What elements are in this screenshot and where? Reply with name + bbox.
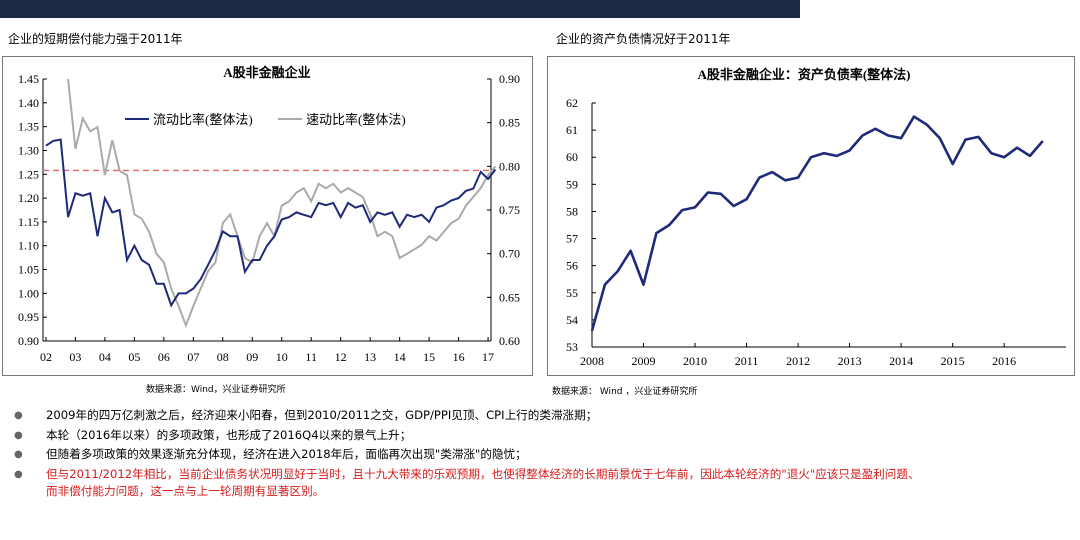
left-source-note: 数据来源：Wind，兴业证券研究所 [146, 385, 286, 395]
left-y-tick-label: 0.95 [18, 310, 39, 324]
bullet-dot: ● [14, 410, 23, 421]
y-tick-label: 54 [566, 313, 578, 327]
right-y-tick-label: 0.90 [499, 72, 520, 86]
series-line-current-ratio [45, 138, 497, 308]
left-section-title: 企业的短期偿付能力强于2011年 [8, 32, 183, 46]
bullet-dot: ● [14, 468, 23, 480]
right-y-tick-label: 0.80 [499, 159, 520, 173]
x-tick-label: 12 [335, 350, 347, 364]
right-source-note: 数据来源： Wind ，兴业证券研究所 [552, 387, 698, 397]
x-tick-label: 2016 [992, 354, 1016, 368]
y-tick-label: 61 [566, 123, 578, 137]
right-section-title: 企业的资产负债情况好于2011年 [556, 32, 731, 46]
x-tick-label: 11 [305, 350, 317, 364]
left-y-tick-label: 1.35 [18, 120, 39, 134]
y-tick-label: 58 [566, 204, 578, 218]
x-tick-label: 08 [217, 350, 229, 364]
left-y-tick-label: 1.15 [18, 215, 39, 229]
bullet-dot: ● [14, 429, 23, 441]
current-ratio-chart: 0.90 0.95 1.00 1.05 1.10 1.15 1.20 1.25 1.30 1.35… [18, 65, 520, 364]
bullet-text-continuation: 而非偿付能力问题，这一点与上一轮周期有显著区别。 [46, 484, 325, 498]
left-y-tick-label: 0.90 [18, 334, 39, 348]
legend-label-current-ratio: 流动比率(整体法) [153, 112, 253, 127]
left-chart-panel: 0.90 0.95 1.00 1.05 1.10 1.15 1.20 1.25 1.30 1.35… [2, 56, 533, 376]
x-tick-label: 2013 [838, 354, 862, 368]
series-line-debt-ratio [590, 115, 1044, 332]
x-tick-label: 2012 [786, 354, 810, 368]
left-y-tick-label: 1.05 [18, 263, 39, 277]
left-y-tick-label: 1.40 [18, 96, 39, 110]
y-tick-label: 62 [566, 96, 578, 110]
left-y-tick-label: 1.20 [18, 191, 39, 205]
bullet-text: 2009年的四万亿刺激之后，经济迎来小阳春，但到2010/2011之交，GDP/… [46, 408, 598, 422]
right-y-tick-label: 0.65 [499, 290, 520, 304]
x-tick-label: 2014 [889, 354, 913, 368]
legend-label-quick-ratio: 速动比率(整体法) [306, 112, 406, 127]
x-tick-label: 2011 [735, 354, 759, 368]
right-chart-panel: 53 54 55 56 57 58 59 60 61 62 2008 2009 2010 2011 2012… [547, 56, 1075, 376]
bullet-list: ● 2009年的四万亿刺激之后，经济迎来小阳春，但到2010/2011之交，GD… [14, 406, 1069, 502]
x-tick-label: 2010 [683, 354, 707, 368]
right-y-tick-label: 0.85 [499, 116, 520, 130]
x-tick-label: 17 [482, 350, 494, 364]
debt-ratio-chart: 53 54 55 56 57 58 59 60 61 62 2008 2009 2010 2011 2012… [566, 67, 1066, 368]
y-tick-label: 57 [566, 232, 578, 246]
left-y-tick-label: 1.25 [18, 167, 39, 181]
x-tick-label: 2009 [632, 354, 656, 368]
x-tick-label: 07 [187, 350, 199, 364]
x-tick-label: 2008 [580, 354, 604, 368]
x-tick-label: 10 [276, 350, 288, 364]
bullet-text: 但随着多项政策的效果逐渐充分体现，经济在进入2018年后，面临再次出现"类滞涨"… [46, 447, 527, 461]
x-tick-label: 04 [99, 350, 111, 364]
x-tick-label: 13 [364, 350, 376, 364]
series-line-quick-ratio [67, 78, 497, 329]
bullet-text: 但与2011/2012年相比，当前企业债务状况明显好于当时，且十九大带来的乐观预… [46, 466, 920, 481]
y-tick-label: 53 [566, 340, 578, 354]
left-y-tick-label: 1.45 [18, 72, 39, 86]
right-y-tick-label: 0.60 [499, 334, 520, 348]
x-tick-label: 02 [40, 350, 52, 364]
x-tick-label: 03 [69, 350, 81, 364]
x-tick-label: 16 [453, 350, 465, 364]
x-tick-label: 14 [394, 350, 406, 364]
chart-title: A股非金融企业 [223, 65, 310, 80]
x-tick-label: 06 [158, 350, 170, 364]
bullet-item: ● 2009年的四万亿刺激之后，经济迎来小阳春，但到2010/2011之交，GD… [14, 406, 1069, 426]
y-tick-label: 56 [566, 259, 578, 273]
left-y-tick-label: 1.10 [18, 239, 39, 253]
bullet-item: ● 但随着多项政策的效果逐渐充分体现，经济在进入2018年后，面临再次出现"类滞… [14, 445, 1069, 465]
right-y-tick-label: 0.70 [499, 247, 520, 261]
x-tick-label: 05 [128, 350, 140, 364]
left-y-tick-label: 1.30 [18, 143, 39, 157]
right-y-tick-label: 0.75 [499, 203, 520, 217]
bullet-dot: ● [14, 449, 23, 460]
bullet-item: ● 本轮（2016年以来）的多项政策，也形成了2016Q4以来的景气上升； [14, 426, 1069, 446]
y-tick-label: 55 [566, 286, 578, 300]
x-tick-label: 15 [423, 350, 435, 364]
x-tick-label: 2015 [941, 354, 965, 368]
chart-title: A股非金融企业：资产负债率(整体法) [697, 67, 910, 82]
y-tick-label: 59 [566, 177, 578, 191]
header-bar [0, 0, 800, 18]
bullet-item: ● 但与2011/2012年相比，当前企业债务状况明显好于当时，且十九大带来的乐… [14, 465, 1069, 485]
y-tick-label: 60 [566, 150, 578, 164]
left-y-tick-label: 1.00 [18, 286, 39, 300]
bullet-text: 本轮（2016年以来）的多项政策，也形成了2016Q4以来的景气上升； [46, 427, 412, 442]
x-tick-label: 09 [246, 350, 258, 364]
